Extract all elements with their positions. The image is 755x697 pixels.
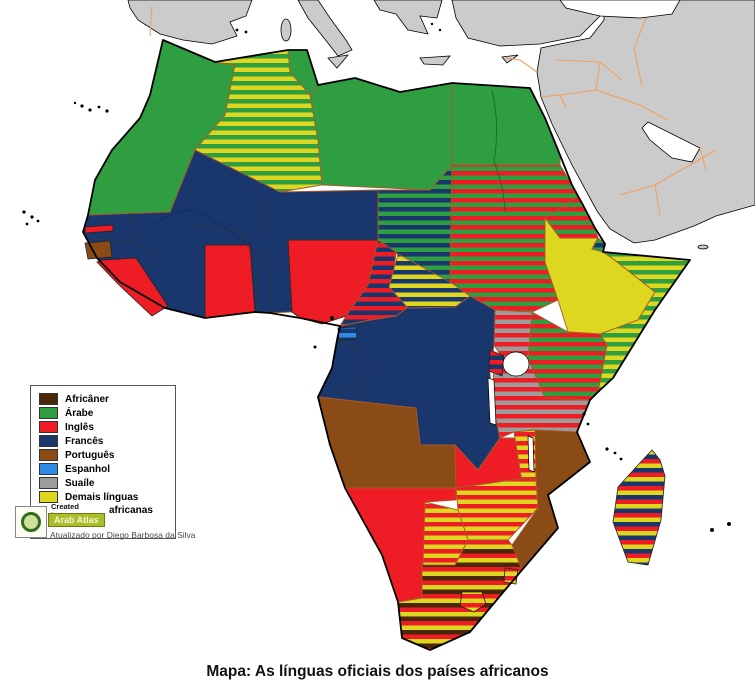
updated-by-label: Atualizado por Diego Barbosa da Silva xyxy=(50,530,196,540)
legend-item-frances: Francês xyxy=(39,435,171,447)
map-caption: Mapa: As línguas oficiais dos países afr… xyxy=(206,663,549,680)
crete-island xyxy=(419,55,451,66)
africa-coastline xyxy=(82,39,691,651)
region-sierraleone-liberia xyxy=(96,257,169,317)
legend-item-africaner: Africâner xyxy=(39,393,171,405)
region-equatorial-guinea xyxy=(337,326,358,341)
region-guinea-bissau xyxy=(84,240,113,260)
legend-label-portugues: Português xyxy=(65,449,115,461)
arab-atlas-emblem-icon xyxy=(15,506,47,538)
iberia-landmass xyxy=(127,0,253,45)
legend-item-espanhol: Espanhol xyxy=(39,463,171,475)
legend-items: Africâner Árabe Inglês Francês Português Espa… xyxy=(39,393,171,516)
italy-landmass xyxy=(297,0,353,57)
legend-item-suaile: Suaíle xyxy=(39,477,171,489)
africa-languages-map xyxy=(22,0,755,651)
legend-item-arabe: Árabe xyxy=(39,407,171,419)
region-central-african-republic xyxy=(388,253,471,309)
legend-swatch-africaner xyxy=(39,393,58,405)
middle-east-landmass xyxy=(536,0,755,244)
legend-label-ingles: Inglês xyxy=(65,421,94,433)
legend-swatch-portugues xyxy=(39,449,58,461)
region-libya xyxy=(309,77,453,191)
sicily-island xyxy=(327,54,349,69)
lake-tanganyika xyxy=(487,377,497,426)
legend-label-demais: Demais línguas xyxy=(65,491,139,503)
foreign-borders xyxy=(149,5,717,216)
legend-label-demais-line2: africanas xyxy=(109,505,153,516)
nile-river xyxy=(491,89,506,213)
region-rwanda-burundi xyxy=(488,349,505,377)
internal-borders xyxy=(84,195,373,394)
black-sea xyxy=(559,0,681,19)
legend-item-demais: Demais línguas xyxy=(39,491,171,503)
legend-swatch-demais xyxy=(39,491,58,503)
legend-label-frances: Francês xyxy=(65,435,104,447)
region-gambia xyxy=(84,224,114,234)
lake-malawi xyxy=(527,435,535,473)
legend-item-ingles: Inglês xyxy=(39,421,171,433)
legend-label-suaile: Suaíle xyxy=(65,477,95,489)
legend-label-africaner: Africâner xyxy=(65,393,109,405)
lakes xyxy=(487,351,535,473)
niger-river xyxy=(147,209,255,251)
region-lesotho xyxy=(459,591,487,613)
legend-swatch-suaile xyxy=(39,477,58,489)
legend-label-arabe: Árabe xyxy=(65,407,94,419)
greece-landmass xyxy=(373,0,443,35)
sardinia-island xyxy=(280,18,292,42)
legend-item-portugues: Português xyxy=(39,449,171,461)
legend-label-espanhol: Espanhol xyxy=(65,463,111,475)
islands xyxy=(22,22,731,532)
legend-swatch-espanhol xyxy=(39,463,58,475)
socotra-island xyxy=(697,244,709,250)
region-ghana xyxy=(204,244,256,319)
legend-swatch-ingles xyxy=(39,421,58,433)
legend-swatch-frances xyxy=(39,435,58,447)
arab-atlas-badge: Arab Atlas xyxy=(48,513,105,527)
region-madagascar xyxy=(612,449,666,566)
lake-victoria xyxy=(502,351,530,377)
africa-regions xyxy=(82,39,691,651)
foreign-land xyxy=(127,0,755,250)
legend-swatch-arabe xyxy=(39,407,58,419)
